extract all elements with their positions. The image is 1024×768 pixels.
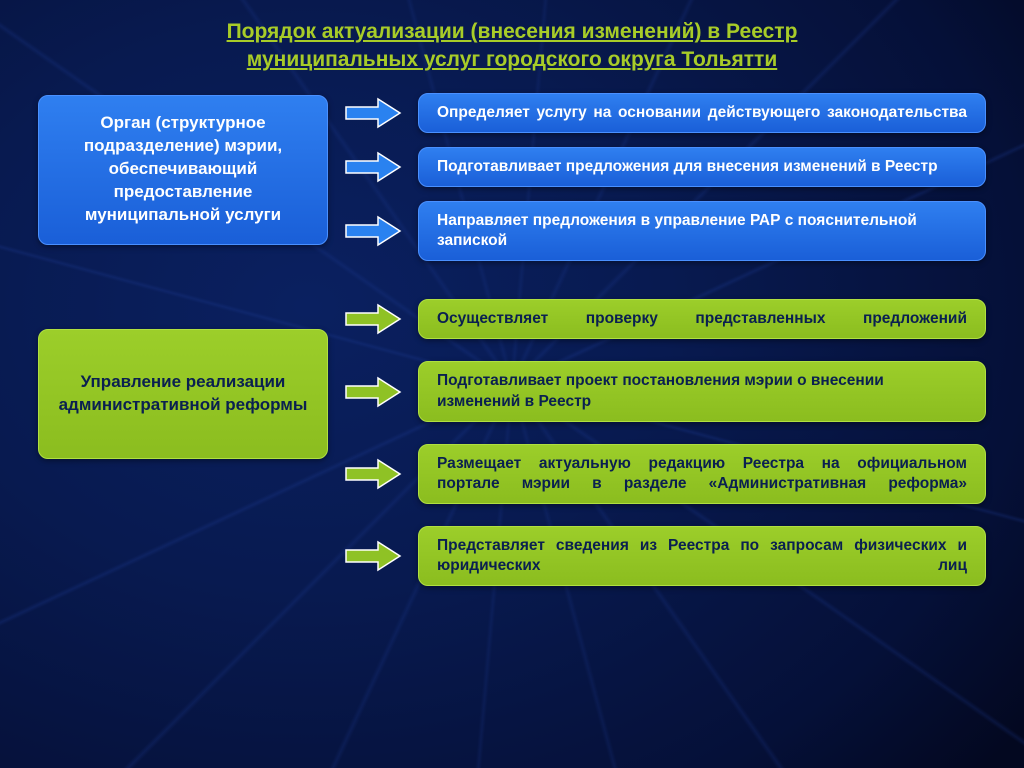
step-box-2: Подготавливает предложения для внесения … <box>418 147 986 187</box>
organ-text: Орган (структурное подразделение) мэрии,… <box>55 112 311 227</box>
step-text-4: Осуществляет проверку представленных пре… <box>437 310 967 327</box>
arrow-icon <box>344 97 402 129</box>
step-box-1: Определяет услугу на основании действующ… <box>418 93 986 133</box>
step-text-5: Подготавливает проект постановления мэри… <box>437 372 884 409</box>
step-box-3: Направляет предложения в управление РАР … <box>418 201 986 261</box>
arrow-icon <box>344 540 402 572</box>
arrow-icon <box>344 215 402 247</box>
step-text-7: Представляет сведения из Реестра по запр… <box>437 537 967 574</box>
step-box-4: Осуществляет проверку представленных пре… <box>418 299 986 339</box>
title-line1: Порядок актуализации (внесения изменений… <box>227 20 798 43</box>
slide-title: Порядок актуализации (внесения изменений… <box>38 18 986 75</box>
step-text-1: Определяет услугу на основании действующ… <box>437 104 967 121</box>
reform-text: Управление реализации административной р… <box>55 371 311 417</box>
arrow-icon <box>344 303 402 335</box>
step-text-2: Подготавливает предложения для внесения … <box>437 158 938 175</box>
arrow-icon <box>344 151 402 183</box>
arrow-icon <box>344 458 402 490</box>
step-text-3: Направляет предложения в управление РАР … <box>437 212 917 249</box>
arrow-icon <box>344 376 402 408</box>
step-box-7: Представляет сведения из Реестра по запр… <box>418 526 986 586</box>
step-text-6: Размещает актуальную редакцию Реестра на… <box>437 455 967 492</box>
title-line2: муниципальных услуг городского округа То… <box>247 48 777 71</box>
organ-box: Орган (структурное подразделение) мэрии,… <box>38 95 328 245</box>
reform-box: Управление реализации административной р… <box>38 329 328 459</box>
step-box-6: Размещает актуальную редакцию Реестра на… <box>418 444 986 504</box>
step-box-5: Подготавливает проект постановления мэри… <box>418 361 986 421</box>
